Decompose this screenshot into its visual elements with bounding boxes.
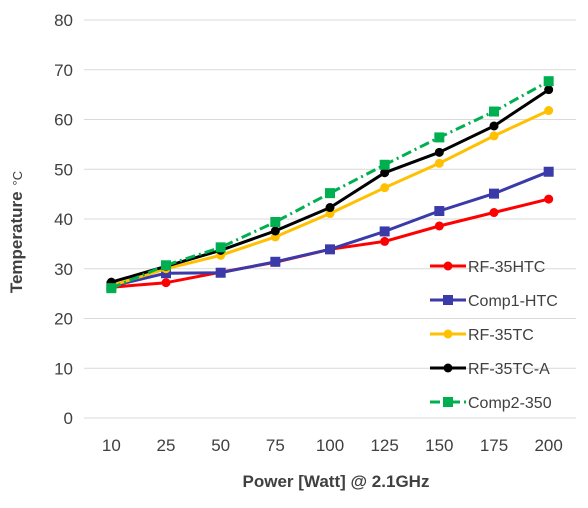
data-point-marker <box>489 106 499 117</box>
series-rf-35tc-a <box>106 85 554 287</box>
data-point-marker <box>434 147 444 157</box>
data-point-marker <box>489 131 499 141</box>
x-tick-label: 100 <box>316 436 344 455</box>
data-point-marker <box>443 363 453 373</box>
data-point-marker <box>443 397 453 407</box>
legend-item: RF-35HTC <box>430 259 545 276</box>
data-point-marker <box>270 216 281 227</box>
y-tick-label: 20 <box>54 310 73 329</box>
x-tick-label: 175 <box>480 436 508 455</box>
series-lines <box>106 76 554 294</box>
y-axis-title: Temperature°C <box>7 171 26 293</box>
data-point-marker <box>544 85 554 95</box>
data-point-marker <box>434 221 444 231</box>
x-tick-label: 10 <box>102 436 121 455</box>
data-point-marker <box>443 329 453 339</box>
x-tick-label: 75 <box>266 436 285 455</box>
data-point-marker <box>325 188 335 199</box>
y-tick-label: 80 <box>54 11 73 30</box>
data-point-marker <box>215 267 226 278</box>
legend-label: Comp2-350 <box>468 395 552 412</box>
data-point-marker <box>325 244 335 255</box>
x-tick-label: 150 <box>425 436 453 455</box>
data-point-marker <box>443 261 453 271</box>
data-point-marker <box>443 295 453 305</box>
legend-item: RF-35TC-A <box>430 361 550 378</box>
y-tick-label: 50 <box>54 160 73 179</box>
data-point-marker <box>380 168 390 178</box>
data-point-marker <box>434 206 445 217</box>
x-tick-label: 25 <box>157 436 176 455</box>
legend-item: RF-35TC <box>430 327 534 344</box>
legend-label: RF-35HTC <box>468 259 545 276</box>
data-point-marker <box>543 76 554 87</box>
data-point-marker <box>489 121 499 131</box>
data-point-marker <box>270 256 281 267</box>
series-line <box>110 79 550 290</box>
series-comp2-350 <box>106 76 554 294</box>
legend-label: RF-35TC-A <box>468 361 550 378</box>
data-point-marker <box>106 283 117 294</box>
data-point-marker <box>489 208 499 218</box>
y-tick-label: 70 <box>54 61 73 80</box>
data-point-marker <box>161 278 171 288</box>
data-point-marker <box>379 226 390 237</box>
x-tick-label: 200 <box>534 436 562 455</box>
legend: RF-35HTC Comp1-HTC RF-35TC RF-35TC-A Comp2-3… <box>430 259 558 412</box>
data-point-marker <box>434 158 444 168</box>
x-tick-labels: 10 25 50 75 100 125 150 175 200 <box>102 436 563 455</box>
data-point-marker <box>215 242 226 253</box>
y-tick-label: 10 <box>54 359 73 378</box>
data-point-marker <box>380 183 390 193</box>
legend-item: Comp1-HTC <box>430 293 558 310</box>
data-point-marker <box>270 226 280 236</box>
y-tick-label: 60 <box>54 111 73 130</box>
y-tick-label: 30 <box>54 260 73 279</box>
gridlines <box>84 19 576 419</box>
legend-label: Comp1-HTC <box>468 293 558 310</box>
x-tick-label: 50 <box>211 436 230 455</box>
data-point-marker <box>489 188 499 199</box>
data-point-marker <box>379 159 390 170</box>
data-point-marker <box>161 260 171 271</box>
data-point-marker <box>380 236 390 246</box>
legend-label: RF-35TC <box>468 327 534 344</box>
data-point-marker <box>325 203 335 213</box>
x-tick-label: 125 <box>370 436 398 455</box>
data-point-marker <box>434 132 445 143</box>
data-point-marker <box>543 166 554 177</box>
y-tick-label: 0 <box>64 409 73 428</box>
x-axis-title: Power [Watt] @ 2.1GHz <box>243 472 430 491</box>
data-point-marker <box>544 194 554 204</box>
legend-item: Comp2-350 <box>430 395 552 412</box>
y-tick-labels: 0 10 20 30 40 50 60 70 80 <box>54 11 73 428</box>
data-point-marker <box>544 106 554 116</box>
y-tick-label: 40 <box>54 210 73 229</box>
